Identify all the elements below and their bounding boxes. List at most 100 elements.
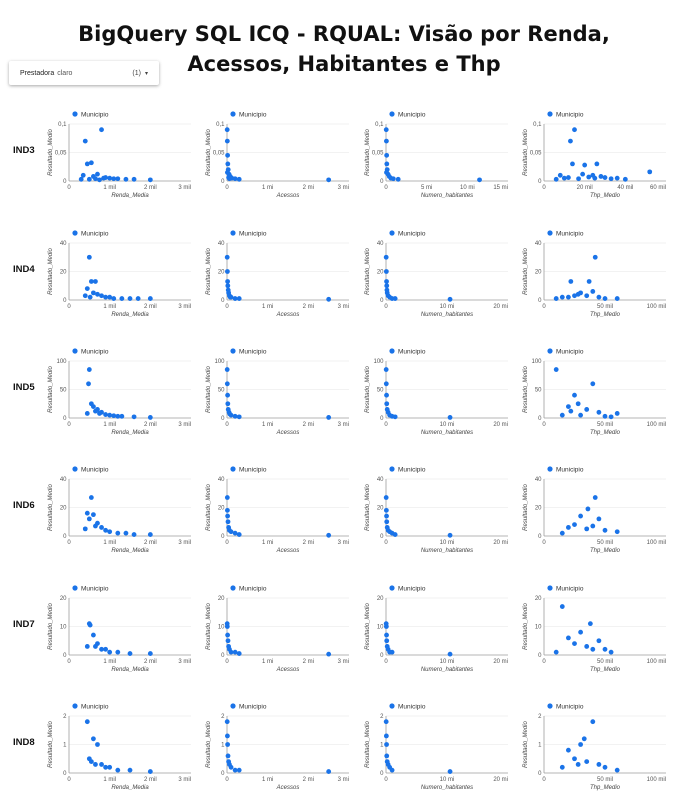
data-point[interactable] bbox=[575, 762, 581, 767]
scatter-chart-ind5-thp[interactable]: Municipio 0 50 100 0 50 mil 100 mil Thp_Medio Re… bbox=[520, 345, 670, 440]
data-point[interactable] bbox=[224, 624, 230, 629]
data-point[interactable] bbox=[95, 171, 100, 177]
data-point[interactable] bbox=[93, 408, 98, 414]
data-point[interactable] bbox=[585, 506, 591, 512]
data-point[interactable] bbox=[590, 289, 596, 294]
data-point[interactable] bbox=[82, 293, 88, 299]
data-point[interactable] bbox=[568, 279, 574, 284]
data-point[interactable] bbox=[84, 286, 90, 291]
data-point[interactable] bbox=[107, 175, 113, 181]
data-point[interactable] bbox=[82, 138, 88, 144]
data-point[interactable] bbox=[232, 530, 238, 536]
data-point[interactable] bbox=[131, 176, 137, 182]
data-point[interactable] bbox=[586, 174, 592, 180]
data-point[interactable] bbox=[584, 526, 590, 532]
data-point[interactable] bbox=[99, 646, 104, 652]
data-point[interactable] bbox=[553, 176, 559, 182]
data-point[interactable] bbox=[88, 759, 94, 764]
data-point[interactable] bbox=[602, 296, 608, 301]
data-point[interactable] bbox=[587, 621, 593, 627]
data-point[interactable] bbox=[598, 174, 604, 179]
data-point[interactable] bbox=[224, 138, 230, 144]
data-point[interactable] bbox=[147, 532, 153, 537]
data-point[interactable] bbox=[572, 392, 577, 398]
data-point[interactable] bbox=[91, 512, 96, 518]
chevron-down-icon[interactable]: ▾ bbox=[144, 70, 148, 77]
data-point[interactable] bbox=[95, 291, 100, 297]
data-point[interactable] bbox=[384, 638, 390, 644]
scatter-chart-ind4-renda[interactable]: Municipio 0 20 40 0 1 mil 2 mil 3 mil Renda_Medi… bbox=[45, 227, 195, 322]
data-point[interactable] bbox=[115, 413, 121, 419]
data-point[interactable] bbox=[614, 175, 620, 181]
data-point[interactable] bbox=[572, 127, 577, 133]
data-point[interactable] bbox=[225, 733, 230, 739]
data-point[interactable] bbox=[383, 127, 389, 133]
data-point[interactable] bbox=[578, 513, 583, 519]
data-point[interactable] bbox=[99, 525, 104, 530]
data-point[interactable] bbox=[602, 764, 608, 770]
data-point[interactable] bbox=[225, 170, 230, 175]
data-point[interactable] bbox=[147, 415, 153, 420]
data-point[interactable] bbox=[119, 296, 125, 301]
data-point[interactable] bbox=[614, 411, 620, 416]
data-point[interactable] bbox=[602, 527, 608, 533]
data-point[interactable] bbox=[566, 525, 571, 530]
data-point[interactable] bbox=[384, 401, 390, 407]
data-point[interactable] bbox=[326, 177, 332, 183]
data-point[interactable] bbox=[590, 172, 596, 178]
data-point[interactable] bbox=[384, 138, 389, 144]
data-point[interactable] bbox=[575, 401, 581, 407]
scatter-chart-ind6-renda[interactable]: Municipio 0 20 40 0 1 mil 2 mil 3 mil Renda_Medi… bbox=[45, 463, 195, 558]
data-point[interactable] bbox=[147, 296, 153, 301]
data-point[interactable] bbox=[590, 523, 596, 529]
data-point[interactable] bbox=[559, 764, 565, 770]
data-point[interactable] bbox=[236, 532, 242, 537]
data-point[interactable] bbox=[575, 291, 581, 297]
data-point[interactable] bbox=[572, 522, 577, 527]
data-point[interactable] bbox=[553, 649, 559, 655]
data-point[interactable] bbox=[477, 177, 482, 183]
data-point[interactable] bbox=[392, 414, 398, 420]
data-point[interactable] bbox=[86, 516, 92, 522]
data-point[interactable] bbox=[559, 294, 565, 300]
data-point[interactable] bbox=[622, 176, 628, 182]
data-point[interactable] bbox=[103, 412, 108, 417]
data-point[interactable] bbox=[225, 507, 230, 513]
data-point[interactable] bbox=[592, 495, 598, 500]
data-point[interactable] bbox=[86, 367, 92, 372]
data-point[interactable] bbox=[580, 171, 586, 177]
data-point[interactable] bbox=[326, 651, 332, 657]
data-point[interactable] bbox=[84, 411, 90, 416]
data-point[interactable] bbox=[88, 495, 94, 500]
data-point[interactable] bbox=[123, 530, 129, 536]
data-point[interactable] bbox=[578, 742, 583, 747]
data-point[interactable] bbox=[384, 742, 389, 747]
data-point[interactable] bbox=[78, 176, 84, 182]
scatter-chart-ind6-thp[interactable]: Municipio 0 20 40 0 50 mil 100 mil Thp_Medio Res… bbox=[520, 463, 670, 558]
data-point[interactable] bbox=[103, 527, 108, 533]
data-point[interactable] bbox=[147, 177, 153, 183]
data-point[interactable] bbox=[107, 294, 113, 300]
data-point[interactable] bbox=[584, 293, 590, 299]
scatter-chart-ind5-renda[interactable]: Municipio 0 50 100 0 1 mil 2 mil 3 mil Renda_Med… bbox=[45, 345, 195, 440]
data-point[interactable] bbox=[86, 176, 92, 182]
data-point[interactable] bbox=[225, 269, 230, 274]
data-point[interactable] bbox=[84, 161, 90, 167]
data-point[interactable] bbox=[224, 254, 230, 260]
data-point[interactable] bbox=[590, 646, 596, 652]
data-point[interactable] bbox=[594, 161, 600, 167]
scatter-chart-ind4-acessos[interactable]: Municipio 0 20 40 0 1 mi 2 mi 3 mi Acessos Result… bbox=[203, 227, 353, 322]
data-point[interactable] bbox=[566, 747, 571, 753]
data-point[interactable] bbox=[224, 367, 230, 372]
data-point[interactable] bbox=[103, 764, 108, 770]
data-point[interactable] bbox=[111, 413, 117, 419]
data-point[interactable] bbox=[93, 762, 98, 767]
data-point[interactable] bbox=[553, 296, 559, 301]
data-point[interactable] bbox=[99, 293, 104, 299]
data-point[interactable] bbox=[447, 532, 453, 538]
data-point[interactable] bbox=[87, 622, 93, 628]
data-point[interactable] bbox=[131, 532, 137, 537]
data-point[interactable] bbox=[119, 413, 125, 419]
data-point[interactable] bbox=[115, 649, 121, 655]
data-point[interactable] bbox=[228, 529, 234, 535]
